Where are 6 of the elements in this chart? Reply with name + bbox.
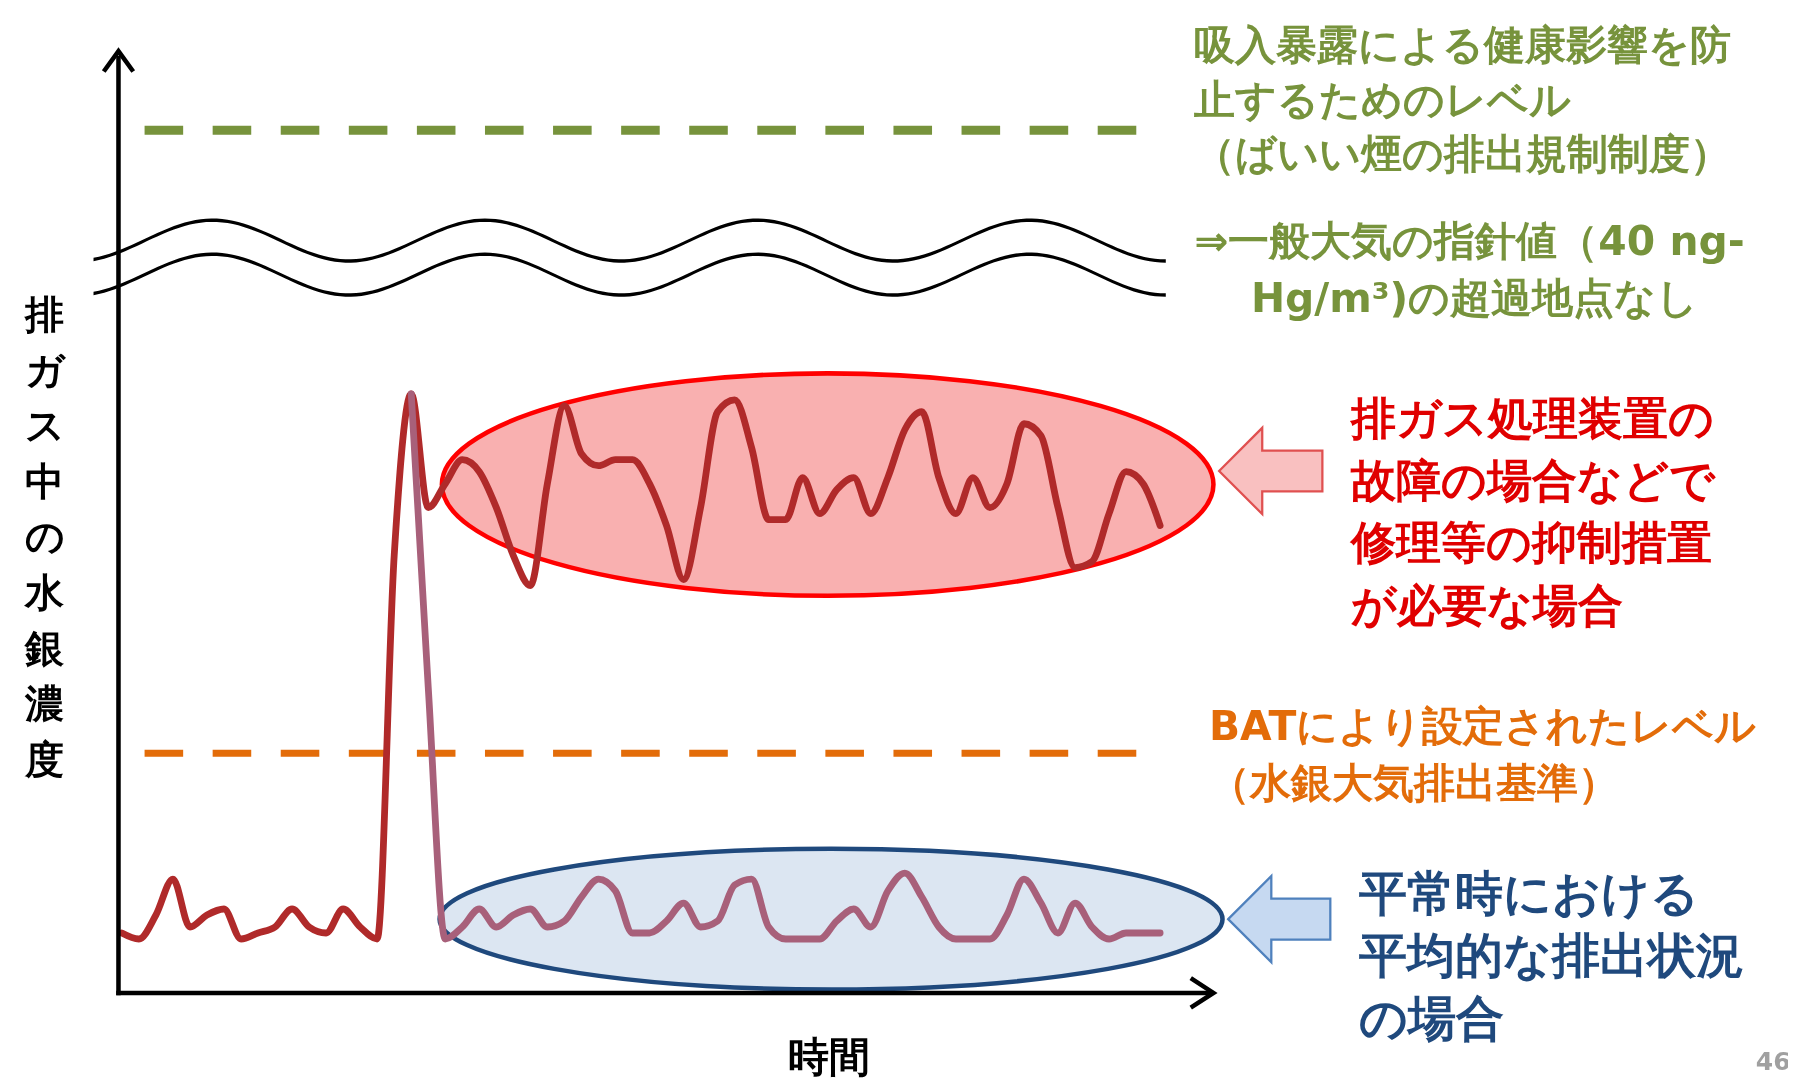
text: 排ガス中の水銀濃度	[24, 291, 65, 782]
text: 平常時における平均的な排出状況の場合	[1357, 866, 1744, 1046]
ref-line-label: BATにより設定されたレベル（水銀大気排出基準）	[1208, 701, 1757, 807]
text: 排ガス処理装置の故障の場合などで修理等の抑制措置が必要な場合	[1348, 391, 1716, 632]
text: ⇒一般大気の指針値（40 ng-Hg/m³)の超過地点なし	[1194, 217, 1745, 323]
ref-line-label: 吸入暴露による健康影響を防止するためのレベル（ばいい煙の排出規制制度）	[1193, 21, 1732, 178]
